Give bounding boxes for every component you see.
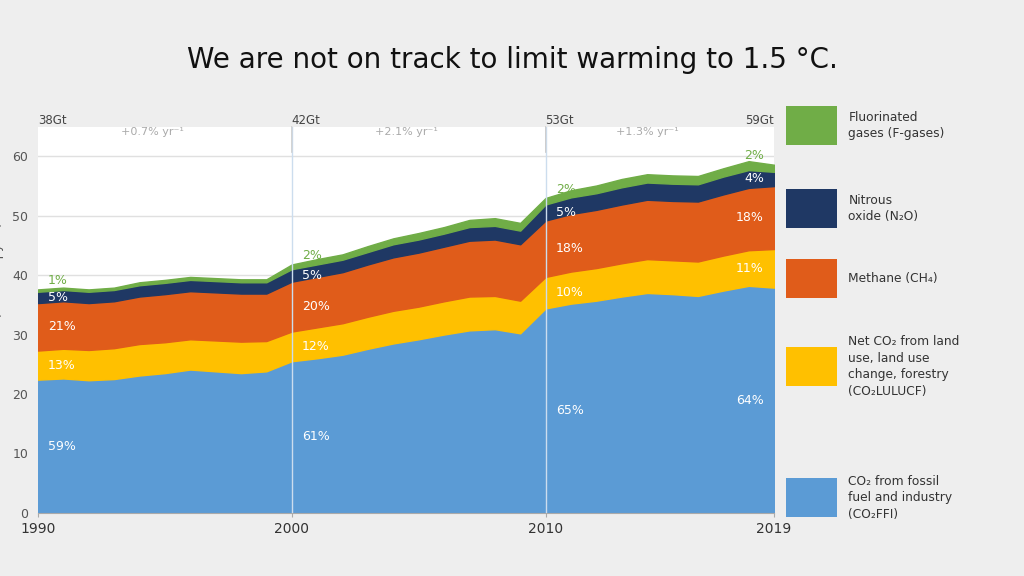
- Text: 1%: 1%: [48, 274, 68, 287]
- Text: 65%: 65%: [556, 404, 584, 417]
- Text: 12%: 12%: [302, 340, 330, 353]
- Bar: [785, 478, 837, 517]
- Text: 38Gt: 38Gt: [38, 113, 67, 127]
- Text: 2%: 2%: [302, 249, 322, 262]
- Text: 10%: 10%: [556, 286, 584, 299]
- Text: CO₂ from fossil
fuel and industry
(CO₂FFI): CO₂ from fossil fuel and industry (CO₂FF…: [849, 475, 952, 521]
- Text: Net CO₂ from land
use, land use
change, forestry
(CO₂LULUCF): Net CO₂ from land use, land use change, …: [849, 335, 959, 397]
- Text: +1.3% yr⁻¹: +1.3% yr⁻¹: [615, 127, 679, 138]
- Text: 2%: 2%: [556, 183, 575, 196]
- Text: 42Gt: 42Gt: [292, 113, 321, 127]
- Text: +2.1% yr⁻¹: +2.1% yr⁻¹: [375, 127, 437, 138]
- Y-axis label: GHG emissions (GtCO₂-eq yr⁻¹): GHG emissions (GtCO₂-eq yr⁻¹): [0, 222, 4, 417]
- Text: 64%: 64%: [736, 393, 764, 407]
- Text: 5%: 5%: [48, 291, 68, 304]
- Text: 5%: 5%: [556, 206, 575, 219]
- Bar: [785, 347, 837, 386]
- Bar: [785, 106, 837, 145]
- Text: Fluorinated
gases (F-gases): Fluorinated gases (F-gases): [849, 111, 945, 141]
- Text: We are not on track to limit warming to 1.5 °C.: We are not on track to limit warming to …: [186, 47, 838, 74]
- Text: Methane (CH₄): Methane (CH₄): [849, 272, 938, 285]
- Text: 18%: 18%: [556, 242, 584, 255]
- Text: 59%: 59%: [48, 439, 76, 453]
- Bar: [785, 189, 837, 229]
- Text: 61%: 61%: [302, 430, 330, 444]
- Text: 5%: 5%: [302, 269, 322, 282]
- Text: 21%: 21%: [48, 320, 76, 334]
- Bar: [785, 259, 837, 298]
- Text: Nitrous
oxide (N₂O): Nitrous oxide (N₂O): [849, 194, 919, 223]
- Text: 18%: 18%: [736, 211, 764, 224]
- Text: 53Gt: 53Gt: [546, 113, 574, 127]
- Text: 13%: 13%: [48, 359, 76, 372]
- Text: 4%: 4%: [744, 172, 764, 185]
- Text: +0.7% yr⁻¹: +0.7% yr⁻¹: [121, 127, 183, 138]
- Text: 11%: 11%: [736, 262, 764, 275]
- Text: 59Gt: 59Gt: [745, 113, 774, 127]
- Text: 2%: 2%: [744, 149, 764, 162]
- Text: 20%: 20%: [302, 300, 330, 313]
